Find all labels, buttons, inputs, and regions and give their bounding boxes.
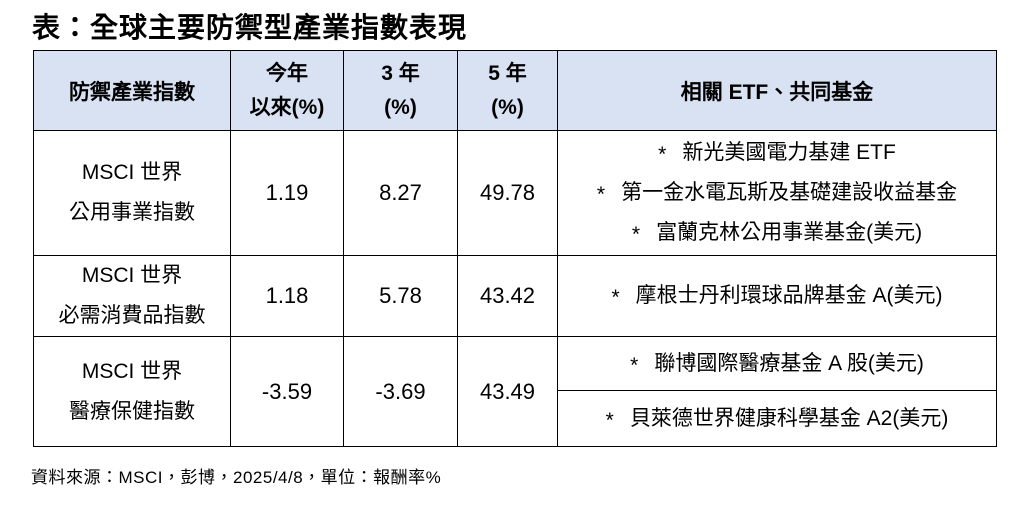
fund-name: 富蘭克林公用事業基金(美元) <box>656 221 923 244</box>
index-name-cell: MSCI 世界 必需消費品指數 <box>33 255 231 337</box>
index-name-line1: MSCI 世界 <box>81 359 183 383</box>
bullet: * <box>658 143 667 166</box>
page-title: 表：全球主要防禦型產業指數表現 <box>32 12 468 43</box>
index-name-line2: 必需消費品指數 <box>58 304 206 327</box>
fund-name: 貝萊德世界健康科學基金 A2(美元) <box>629 406 949 430</box>
header-ytd-line1: 今年 <box>266 61 308 85</box>
header-index-column: 防禦產業指數 <box>33 50 231 131</box>
index-name-cell: MSCI 世界 醫療保健指數 <box>33 336 231 447</box>
index-name-cell: MSCI 世界 公用事業指數 <box>33 130 231 256</box>
fund-item: * 貝萊德世界健康科學基金 A2(美元) <box>559 406 996 432</box>
table-row-utilities: MSCI 世界 公用事業指數 1.19 8.27 49.78 * 新光美國電力基建… <box>33 130 997 256</box>
fund-item: * 新光美國電力基建 ETF <box>559 133 996 173</box>
index-name-line2: 公用事業指數 <box>69 201 195 224</box>
fund-name: 摩根士丹利環球品牌基金 A(美元) <box>635 284 943 308</box>
bullet: * <box>596 183 606 206</box>
defensive-index-table: 防禦產業指數 今年 以來(%) 3 年 (%) 5 年 (%) 相關 ETF、共… <box>33 50 997 447</box>
bullet: * <box>630 353 639 377</box>
header-3y-line1: 3 年 <box>381 61 420 85</box>
fund-name: 新光美國電力基建 ETF <box>682 141 896 164</box>
funds-cell: * 摩根士丹利環球品牌基金 A(美元) <box>557 255 997 337</box>
ytd-value-cell: -3.59 <box>230 336 344 447</box>
header-index-label: 防禦產業指數 <box>69 80 195 104</box>
header-5y-column: 5 年 (%) <box>457 50 558 131</box>
table-row-consumer-staples: MSCI 世界 必需消費品指數 1.18 5.78 43.42 * 摩根士丹利環球… <box>33 255 997 337</box>
header-3y-line2: (%) <box>384 95 417 119</box>
5y-value-cell: 43.49 <box>457 336 558 447</box>
3y-value-cell: 8.27 <box>343 130 458 256</box>
bullet: * <box>611 286 620 310</box>
source-note: 資料來源：MSCI，彭博，2025/4/8，單位：報酬率% <box>31 468 442 487</box>
ytd-value-cell: 1.18 <box>230 255 344 337</box>
funds-cell: * 新光美國電力基建 ETF * 第一金水電瓦斯及基礎建設收益基金 * 富蘭克林公用事… <box>557 130 997 256</box>
3y-value-cell: 5.78 <box>343 255 458 337</box>
table-row-health-care-funds-2: * 貝萊德世界健康科學基金 A2(美元) <box>34 390 997 447</box>
funds-cell: * 貝萊德世界健康科學基金 A2(美元) <box>557 390 997 447</box>
fund-name: 聯博國際醫療基金 A 股(美元) <box>654 351 924 375</box>
index-name-line1: MSCI 世界 <box>81 264 183 287</box>
5y-value-cell: 43.42 <box>457 255 558 337</box>
fund-item: * 富蘭克林公用事業基金(美元) <box>559 213 996 253</box>
index-name-line1: MSCI 世界 <box>81 161 183 184</box>
bullet: * <box>631 223 641 246</box>
funds-cell: * 聯博國際醫療基金 A 股(美元) <box>557 336 997 391</box>
header-ytd-column: 今年 以來(%) <box>230 50 344 131</box>
index-name-line2: 醫療保健指數 <box>69 399 195 423</box>
header-ytd-line2: 以來(%) <box>249 95 325 119</box>
header-5y-line1: 5 年 <box>488 61 527 85</box>
3y-value-cell: -3.69 <box>343 336 458 447</box>
ytd-value-cell: 1.19 <box>230 130 344 256</box>
header-5y-line2: (%) <box>491 95 524 119</box>
fund-item: * 摩根士丹利環球品牌基金 A(美元) <box>559 283 996 310</box>
header-3y-column: 3 年 (%) <box>343 50 458 131</box>
fund-item: * 聯博國際醫療基金 A 股(美元) <box>559 351 996 377</box>
table-row-health-care: MSCI 世界 醫療保健指數 -3.59 -3.69 43.49 * 聯博國際醫療… <box>33 336 997 447</box>
fund-name: 第一金水電瓦斯及基礎建設收益基金 <box>621 181 958 204</box>
bullet: * <box>605 408 614 432</box>
table-header-row: 防禦產業指數 今年 以來(%) 3 年 (%) 5 年 (%) 相關 ETF、共… <box>33 50 997 131</box>
fund-item: * 第一金水電瓦斯及基礎建設收益基金 <box>559 173 996 213</box>
5y-value-cell: 49.78 <box>457 130 558 256</box>
header-funds-column: 相關 ETF、共同基金 <box>557 50 997 131</box>
